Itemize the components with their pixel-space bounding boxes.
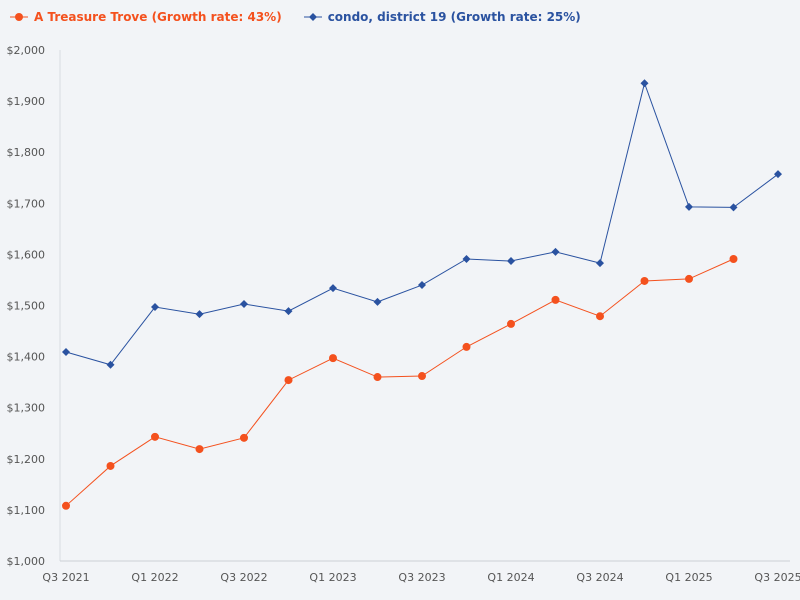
y-tick-label: $1,300 bbox=[7, 402, 46, 415]
legend: A Treasure Trove (Growth rate: 43%) cond… bbox=[10, 10, 581, 24]
x-tick-label: Q3 2023 bbox=[398, 571, 445, 584]
data-point bbox=[685, 202, 693, 211]
data-point bbox=[373, 297, 382, 306]
data-point bbox=[462, 342, 471, 351]
y-tick-label: $1,500 bbox=[7, 300, 46, 313]
data-point bbox=[774, 170, 782, 179]
legend-label: condo, district 19 (Growth rate: 25%) bbox=[327, 10, 581, 24]
legend-item-condo[interactable]: condo, district 19 (Growth rate: 25%) bbox=[303, 10, 581, 24]
y-tick-label: $1,000 bbox=[7, 555, 46, 568]
y-tick-label: $1,700 bbox=[7, 197, 46, 210]
data-point bbox=[329, 284, 337, 293]
data-point bbox=[151, 432, 159, 441]
y-tick-label: $2,000 bbox=[7, 44, 46, 57]
data-point bbox=[195, 310, 204, 319]
data-point bbox=[596, 312, 604, 321]
x-tick-label: Q3 2025 bbox=[754, 571, 800, 584]
data-point bbox=[62, 501, 70, 510]
data-point bbox=[106, 360, 115, 369]
data-point bbox=[329, 354, 337, 363]
data-point bbox=[551, 247, 560, 256]
data-point bbox=[240, 433, 248, 442]
data-point bbox=[284, 307, 293, 316]
data-point bbox=[507, 319, 515, 328]
x-tick-label: Q1 2024 bbox=[487, 571, 534, 584]
diamond-marker-icon bbox=[303, 13, 322, 21]
x-tick-label: Q1 2023 bbox=[309, 571, 356, 584]
legend-item-treasure-trove[interactable]: A Treasure Trove (Growth rate: 43%) bbox=[10, 10, 282, 24]
data-point bbox=[640, 276, 649, 285]
data-point bbox=[195, 445, 204, 454]
series-line-0 bbox=[65, 258, 734, 507]
data-point bbox=[729, 203, 738, 212]
y-tick-label: $1,800 bbox=[7, 146, 46, 159]
data-point bbox=[685, 274, 693, 283]
x-tick-label: Q1 2025 bbox=[665, 571, 712, 584]
data-point bbox=[62, 348, 70, 357]
data-point bbox=[151, 303, 159, 312]
data-point bbox=[640, 79, 649, 88]
data-point bbox=[373, 373, 382, 382]
x-tick-label: Q3 2022 bbox=[220, 571, 267, 584]
data-point bbox=[418, 372, 426, 381]
circle-marker-icon bbox=[10, 13, 28, 21]
y-tick-label: $1,900 bbox=[7, 95, 46, 108]
legend-label: A Treasure Trove (Growth rate: 43%) bbox=[34, 10, 282, 24]
y-tick-label: $1,400 bbox=[7, 351, 46, 364]
data-point bbox=[596, 259, 604, 268]
x-tick-label: Q1 2022 bbox=[131, 571, 178, 584]
data-point bbox=[729, 254, 738, 263]
y-tick-label: $1,600 bbox=[7, 248, 46, 261]
data-point bbox=[284, 376, 293, 385]
series-line-1 bbox=[65, 81, 779, 366]
data-point bbox=[240, 299, 248, 308]
data-point bbox=[418, 281, 426, 290]
x-tick-label: Q3 2021 bbox=[42, 571, 89, 584]
y-tick-label: $1,200 bbox=[7, 453, 46, 466]
data-point bbox=[106, 461, 115, 470]
data-point bbox=[462, 254, 471, 263]
data-point bbox=[507, 257, 515, 266]
data-point bbox=[551, 295, 560, 304]
y-tick-label: $1,100 bbox=[7, 504, 46, 517]
x-tick-label: Q3 2024 bbox=[576, 571, 623, 584]
